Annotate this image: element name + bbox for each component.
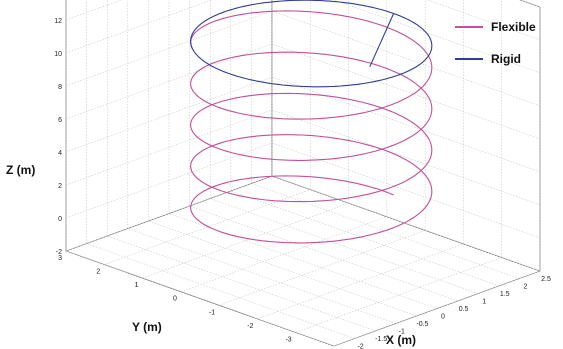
- grid-line-y-floor: [219, 230, 426, 306]
- chart-grid: [65, 0, 541, 347]
- chart-panes: [65, 0, 541, 347]
- grid-line-z-back: [65, 0, 122, 21]
- y-tick-label: -1: [209, 309, 215, 316]
- grid-line-x-floor: [189, 205, 458, 302]
- series-line-flexible: [190, 10, 433, 244]
- grid-line-z-back: [65, 109, 273, 186]
- grid-line-z-side: [333, 0, 541, 74]
- x-tick-label: 2: [523, 284, 527, 291]
- z-tick-label: 6: [58, 117, 62, 124]
- grid-line-z-back: [65, 10, 273, 87]
- x-tick-label: 1.5: [500, 291, 510, 298]
- grid-line-x-floor: [230, 190, 499, 287]
- y-tick-label: -2: [247, 323, 253, 330]
- grid-line-y-floor: [295, 257, 502, 333]
- grid-line-y-floor: [142, 202, 349, 279]
- y-tick-label: 0: [173, 296, 177, 303]
- grid-line-x-floor: [127, 228, 396, 324]
- z-tick-label: 8: [58, 84, 62, 91]
- y-tick-label: 2: [96, 269, 100, 276]
- x-tick-label: -0.5: [416, 321, 428, 328]
- grid-line-x-floor: [107, 235, 376, 332]
- z-tick-label: 2: [58, 183, 62, 190]
- grid-line-z-back: [65, 175, 273, 252]
- grid-line-z-back: [65, 0, 213, 54]
- grid-line-z-side: [271, 175, 541, 272]
- z-tick-label: 0: [58, 216, 62, 223]
- x-tick-label: -2: [357, 344, 363, 349]
- x-tick-label: -1.5: [375, 336, 387, 343]
- z-tick-label: 12: [54, 18, 62, 25]
- x-tick-label: -1: [399, 329, 405, 336]
- grid-line-z-back: [65, 43, 273, 120]
- grid-line-z-back: [65, 142, 273, 219]
- grid-line-z-back: [65, 76, 273, 153]
- grid-line-z-side: [271, 10, 541, 107]
- grid-line-x-floor: [65, 250, 335, 347]
- z-axis-label: Z (m): [6, 163, 35, 177]
- x-tick-label: 1: [482, 299, 486, 306]
- legend-label-flexible: Flexible: [491, 20, 536, 34]
- grid-line-x-floor: [148, 220, 417, 317]
- z-tick-label: -2: [56, 249, 62, 256]
- legend-label-rigid: Rigid: [491, 52, 521, 66]
- series-line-rigid: [190, 0, 433, 88]
- grid-line-z-side: [271, 43, 541, 140]
- grid-line-z-side: [271, 76, 541, 173]
- grid-line-x-floor: [168, 213, 438, 309]
- chart-tick-labels: -202468101214-4-3-2-10123-2.5-2-1.5-1-0.…: [54, 18, 551, 349]
- x-tick-label: 0: [441, 314, 445, 321]
- legend: Flexible Rigid: [455, 20, 536, 66]
- grid-line-x-floor: [86, 243, 355, 339]
- grid-line-y-floor: [257, 243, 464, 320]
- z-tick-label: 10: [54, 51, 62, 58]
- y-axis-label: Y (m): [132, 320, 162, 334]
- grid-line-y-floor: [333, 270, 541, 347]
- grid-line-y-floor: [180, 216, 387, 292]
- x-tick-label: 0.5: [459, 306, 469, 313]
- z-tick-label: 4: [58, 150, 62, 157]
- y-tick-label: 3: [58, 255, 62, 262]
- grid-line-x-floor: [210, 198, 479, 294]
- grid-line-y-floor: [104, 189, 311, 265]
- grid-line-z-side: [271, 109, 541, 206]
- x-tick-label: 2.5: [541, 276, 551, 283]
- y-tick-label: 1: [135, 282, 139, 289]
- grid-line-z-side: [271, 142, 541, 239]
- x-axis-label: X (m): [386, 333, 416, 347]
- chart-series-layer: [190, 0, 433, 244]
- y-tick-label: -3: [285, 336, 291, 343]
